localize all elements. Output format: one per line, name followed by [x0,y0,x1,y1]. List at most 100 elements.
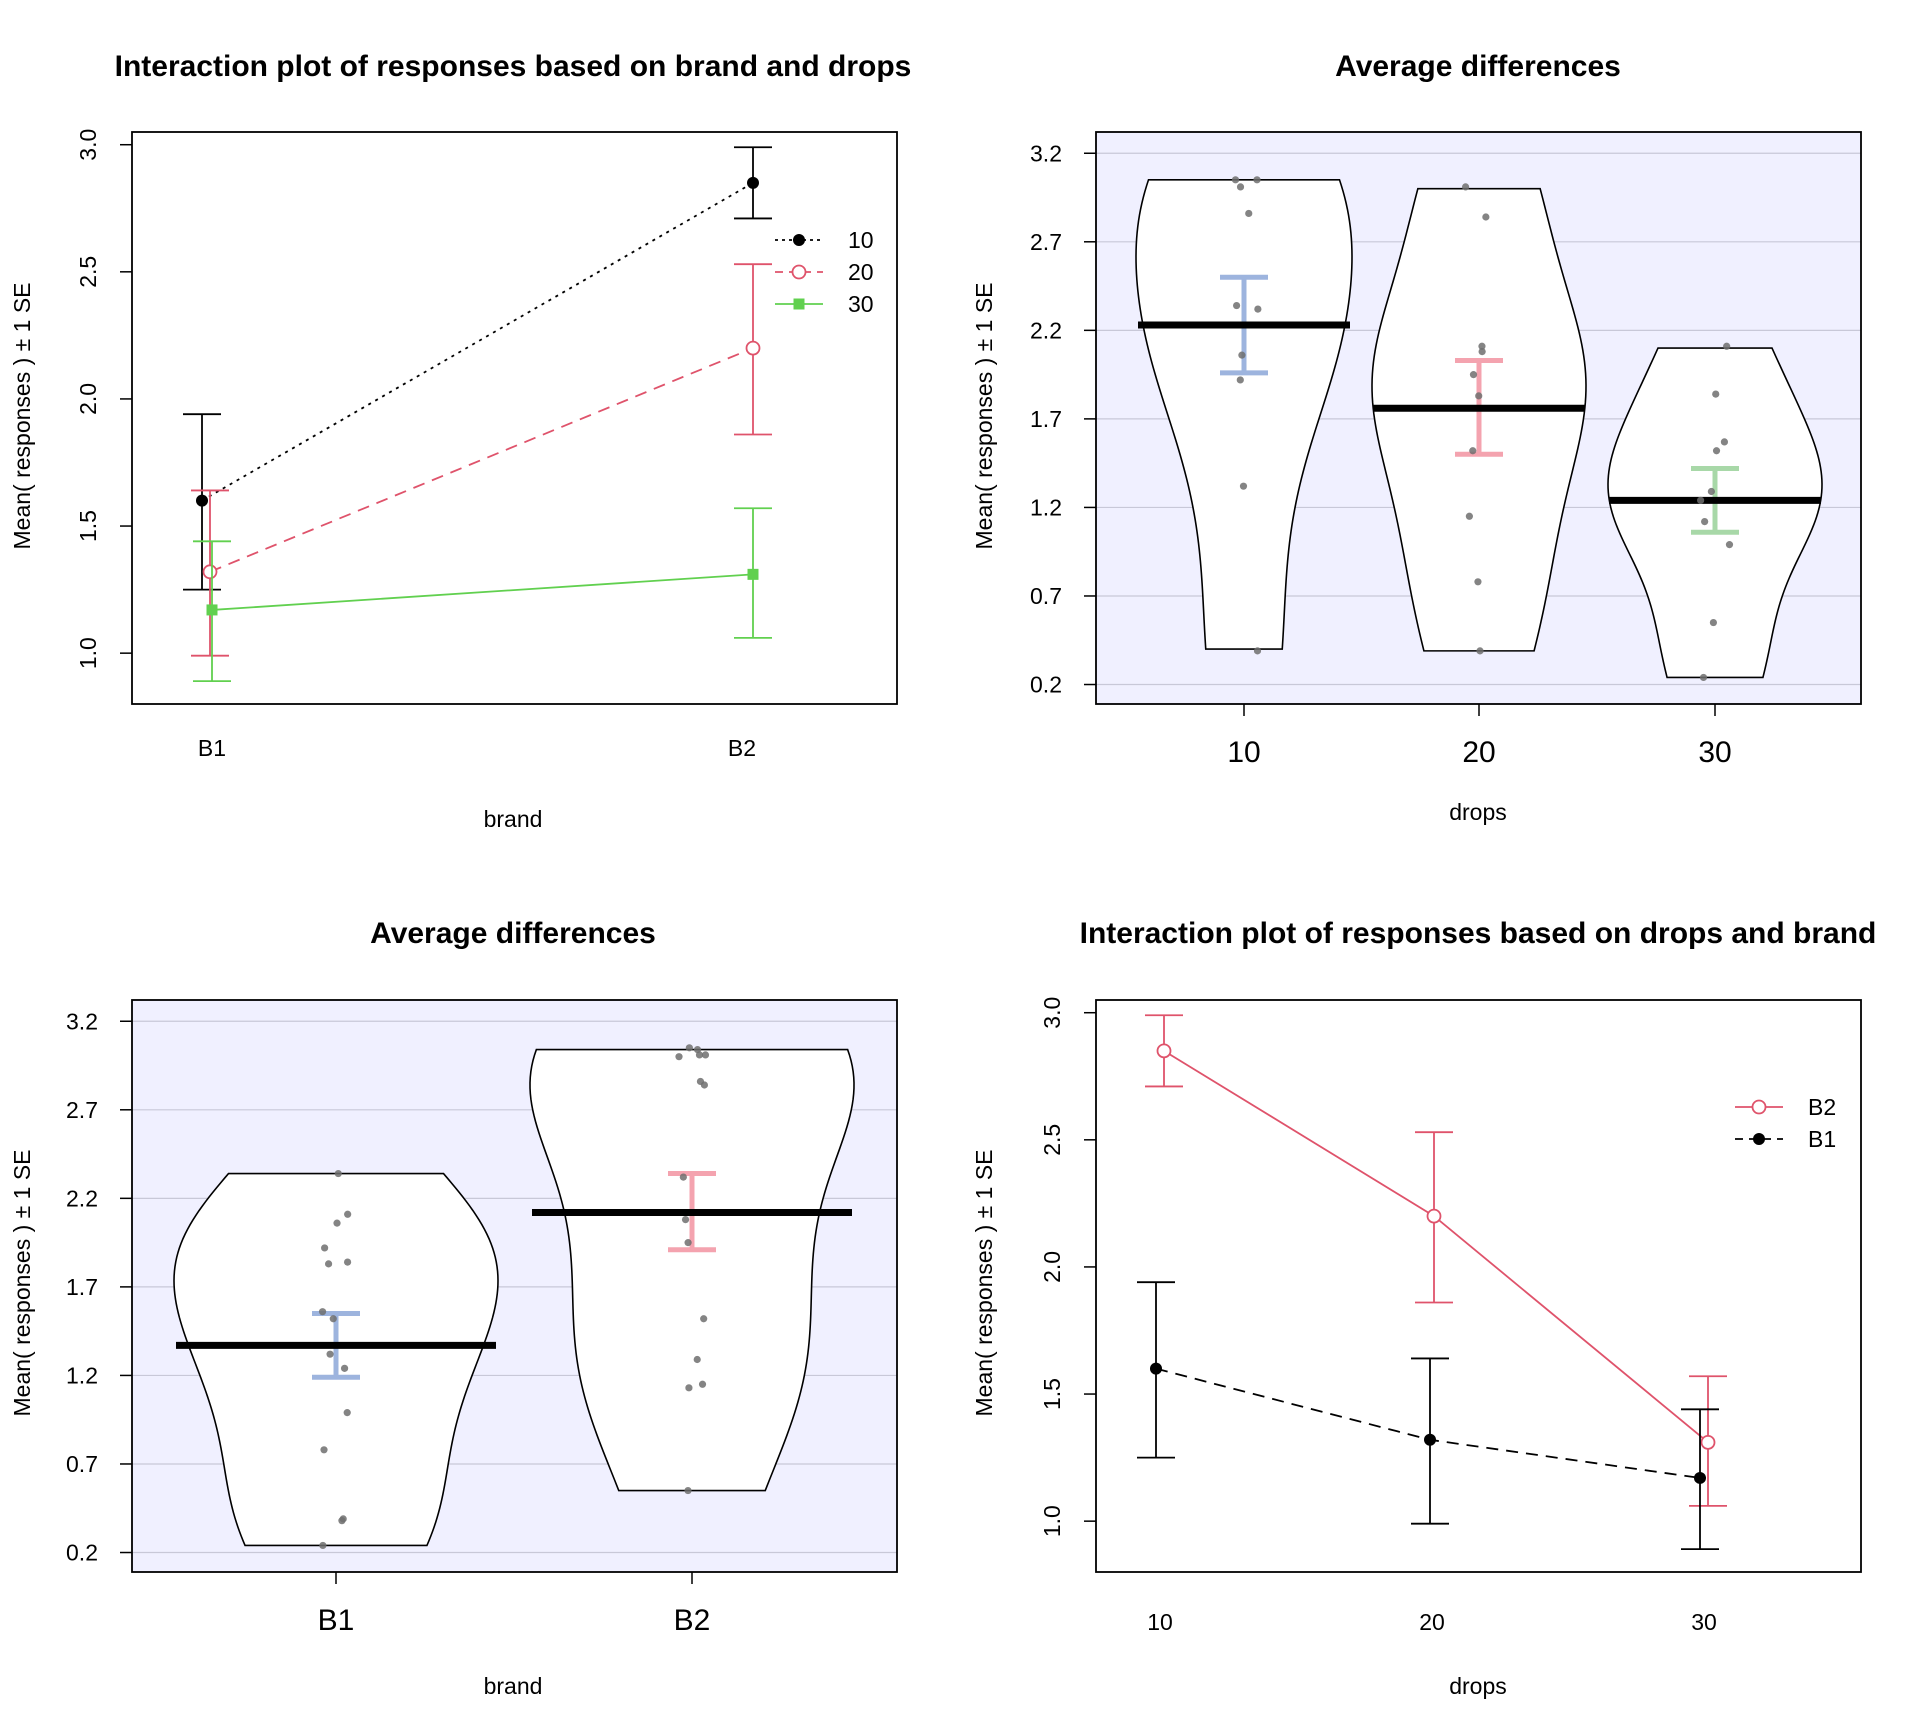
y-tick-label: 1.7 [66,1274,98,1300]
chart-title: Interaction plot of responses based on d… [1080,917,1877,950]
legend-marker [1751,1099,1767,1115]
data-point [1699,673,1708,682]
y-axis-label: Mean( responses ) ± 1 SE [9,1149,35,1416]
data-point [343,1409,351,1417]
data-point [196,494,208,507]
data-point [344,1210,352,1218]
data-point [319,1541,327,1550]
y-tick-label: 3.0 [75,129,101,161]
y-tick-label: 2.2 [66,1185,98,1211]
x-tick-label: B1 [198,735,226,761]
panel-interaction-drops-brand: Interaction plot of responses based on d… [971,917,1876,1699]
x-tick-label: B2 [674,1604,711,1637]
data-point [1156,1043,1172,1059]
y-tick-label: 3.2 [1030,140,1062,166]
panel-violin-brand: Average differences brand Mean( response… [9,917,898,1699]
data-point [333,1219,341,1227]
series-line-30 [211,573,754,611]
data-point [747,568,759,580]
legend-marker [793,234,805,246]
data-point [685,1384,693,1392]
data-point [700,1081,709,1089]
data-point [1238,351,1246,359]
y-tick-label: 3.2 [66,1008,98,1034]
y-axis-label: Mean( responses ) ± 1 SE [971,282,997,549]
x-tick-label: 10 [1227,736,1260,769]
series-line-20 [209,347,754,573]
data-point [1424,1433,1436,1446]
data-point [1254,305,1262,313]
data-point [693,1355,701,1364]
data-point [1469,447,1477,455]
violin-10 [1135,179,1353,650]
legend-label: B1 [1808,1126,1836,1152]
data-point [1725,541,1734,549]
data-point [747,176,759,189]
x-axis-label: brand [484,806,543,832]
data-point [685,1044,693,1052]
data-point [1712,390,1720,398]
data-point [320,1446,328,1454]
data-point [1231,176,1240,184]
panel-violin-drops: Average differences drops Mean( response… [971,50,1862,825]
violin-B2 [529,1048,855,1492]
y-tick-label: 1.0 [75,637,101,669]
data-point [1426,1208,1442,1224]
chart-title: Average differences [370,917,656,950]
plot-frame [131,131,898,705]
y-tick-label: 1.5 [1039,1378,1065,1410]
data-point [1236,183,1245,191]
x-axis-label: drops [1449,799,1507,825]
y-tick-label: 1.2 [1030,494,1062,520]
data-point [1720,438,1729,446]
panel-interaction-brand-drops: Interaction plot of responses based on b… [9,50,911,832]
data-point [1232,301,1241,310]
data-point [1709,618,1718,627]
y-tick-label: 0.2 [66,1540,98,1566]
data-point [338,1517,346,1525]
data-point [202,564,218,580]
data-point [1712,447,1721,455]
data-point [1701,517,1709,526]
y-tick-label: 2.5 [75,256,101,288]
data-point [684,1486,692,1495]
legend-marker [791,264,807,280]
y-tick-label: 2.7 [66,1097,98,1123]
data-point [326,1350,334,1358]
data-point [684,1239,692,1247]
x-axis-label: drops [1449,1673,1507,1699]
legend-marker [1753,1133,1765,1145]
y-tick-label: 3.0 [1039,997,1065,1029]
data-point [1694,1471,1706,1484]
x-tick-label: 30 [1691,1609,1717,1635]
x-tick-label: B1 [318,1604,355,1637]
data-point [1461,183,1470,191]
data-point [1253,647,1262,655]
data-point [206,604,218,616]
chart-title: Average differences [1335,50,1621,83]
y-tick-label: 1.7 [1030,406,1062,432]
data-point [1236,376,1244,384]
x-tick-label: 30 [1698,736,1731,769]
data-point [1700,1434,1716,1450]
x-tick-label: 20 [1419,1609,1445,1635]
legend-label: 30 [848,291,874,317]
x-axis-label: brand [484,1673,543,1699]
legend-label: 10 [848,227,874,253]
plot-frame [1095,999,1862,1573]
data-point [1478,347,1486,356]
y-tick-label: 2.0 [75,383,101,415]
x-tick-label: B2 [728,735,756,761]
data-point [321,1244,329,1252]
data-point [1469,371,1478,379]
data-point [675,1053,683,1061]
y-tick-label: 0.7 [1030,583,1062,609]
data-point [318,1308,327,1316]
data-point [334,1169,342,1178]
data-point [1239,482,1248,490]
x-tick-label: 10 [1147,1609,1173,1635]
y-tick-label: 2.2 [1030,317,1062,343]
data-point [1474,578,1482,586]
y-tick-label: 0.2 [1030,672,1062,698]
